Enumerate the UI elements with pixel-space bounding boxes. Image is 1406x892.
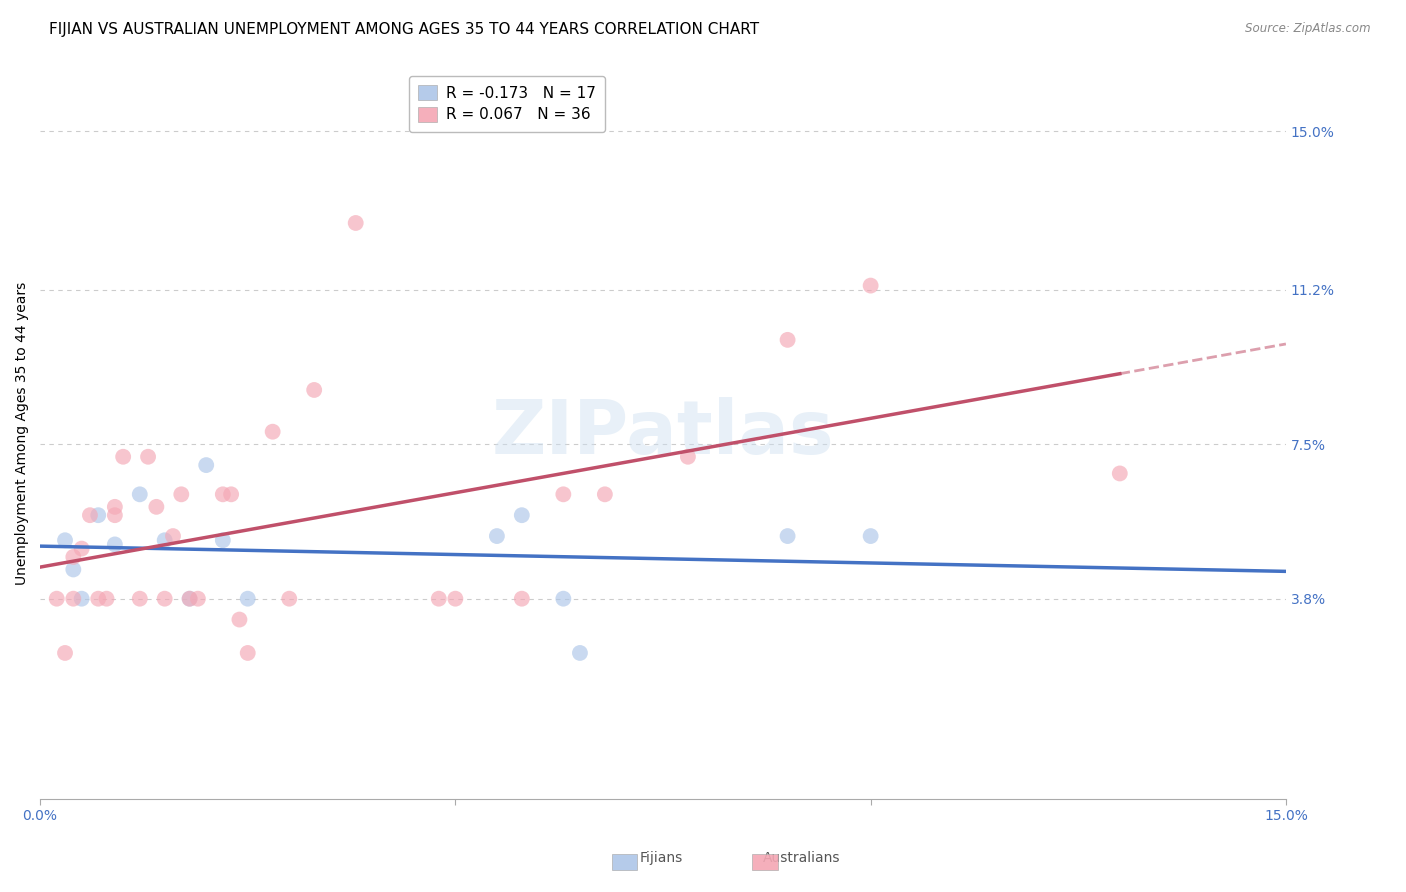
Point bbox=[53, 646, 76, 660]
Point bbox=[87, 591, 110, 606]
Point bbox=[302, 383, 325, 397]
Point bbox=[170, 487, 193, 501]
Point bbox=[859, 529, 882, 543]
Point bbox=[153, 591, 176, 606]
Point bbox=[162, 529, 184, 543]
Point bbox=[776, 333, 799, 347]
Point bbox=[179, 591, 201, 606]
Point bbox=[219, 487, 242, 501]
Point bbox=[444, 591, 467, 606]
Point bbox=[510, 508, 533, 523]
Point bbox=[236, 591, 259, 606]
Point bbox=[859, 278, 882, 293]
Point bbox=[70, 591, 93, 606]
Text: Fijians: Fijians bbox=[640, 851, 682, 865]
Point bbox=[593, 487, 616, 501]
Point bbox=[104, 500, 127, 514]
Point bbox=[427, 591, 450, 606]
Point bbox=[344, 216, 367, 230]
Point bbox=[62, 562, 84, 576]
Point bbox=[112, 450, 135, 464]
Point bbox=[278, 591, 301, 606]
Point bbox=[236, 646, 259, 660]
Point bbox=[553, 487, 575, 501]
Point bbox=[676, 450, 699, 464]
Point bbox=[211, 533, 233, 548]
Legend: R = -0.173   N = 17, R = 0.067   N = 36: R = -0.173 N = 17, R = 0.067 N = 36 bbox=[409, 76, 605, 132]
Point bbox=[145, 500, 167, 514]
Point bbox=[187, 591, 209, 606]
Text: ZIPatlas: ZIPatlas bbox=[492, 397, 834, 470]
Point bbox=[568, 646, 591, 660]
Text: Australians: Australians bbox=[762, 851, 841, 865]
Point bbox=[195, 458, 218, 472]
Point bbox=[228, 613, 250, 627]
Point bbox=[136, 450, 159, 464]
Point bbox=[104, 537, 127, 551]
Text: FIJIAN VS AUSTRALIAN UNEMPLOYMENT AMONG AGES 35 TO 44 YEARS CORRELATION CHART: FIJIAN VS AUSTRALIAN UNEMPLOYMENT AMONG … bbox=[49, 22, 759, 37]
Point bbox=[485, 529, 508, 543]
Point bbox=[510, 591, 533, 606]
Point bbox=[211, 487, 233, 501]
Point bbox=[79, 508, 101, 523]
Point bbox=[776, 529, 799, 543]
Point bbox=[53, 533, 76, 548]
Point bbox=[45, 591, 67, 606]
Point bbox=[153, 533, 176, 548]
Point bbox=[104, 508, 127, 523]
Point bbox=[87, 508, 110, 523]
Point bbox=[128, 591, 150, 606]
Point bbox=[70, 541, 93, 556]
Y-axis label: Unemployment Among Ages 35 to 44 years: Unemployment Among Ages 35 to 44 years bbox=[15, 282, 30, 585]
Point bbox=[128, 487, 150, 501]
Point bbox=[179, 591, 201, 606]
Point bbox=[62, 591, 84, 606]
Point bbox=[262, 425, 284, 439]
Point bbox=[96, 591, 118, 606]
Text: Source: ZipAtlas.com: Source: ZipAtlas.com bbox=[1246, 22, 1371, 36]
Point bbox=[62, 549, 84, 564]
Point bbox=[1108, 467, 1130, 481]
Point bbox=[553, 591, 575, 606]
